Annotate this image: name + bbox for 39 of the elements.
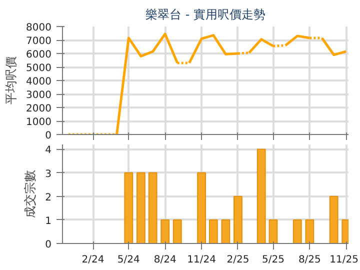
x-tick-label: 2/24 bbox=[82, 254, 104, 266]
x-tick-label: 8/25 bbox=[298, 254, 321, 266]
bar bbox=[148, 172, 158, 244]
y-axis-title: 成交宗數 bbox=[23, 170, 38, 218]
bar bbox=[172, 219, 182, 244]
bar bbox=[329, 196, 338, 244]
x-tick-label: 11/24 bbox=[187, 254, 216, 266]
bar bbox=[305, 219, 314, 244]
bar bbox=[292, 219, 302, 244]
chart-title: 樂翠台 - 實用呎價走勢 bbox=[146, 8, 266, 22]
y-tick-label: 1 bbox=[45, 216, 52, 227]
y-tick-label: 2 bbox=[45, 192, 52, 204]
y-tick-label: 6000 bbox=[26, 50, 52, 60]
y-axis-title: 平均呎價 bbox=[4, 56, 18, 104]
bar bbox=[160, 219, 170, 244]
y-tick-label: 1000 bbox=[26, 117, 52, 128]
y-tick-label: 5000 bbox=[26, 63, 52, 74]
bar bbox=[221, 219, 230, 244]
y-tick-label: 3000 bbox=[26, 90, 52, 101]
y-tick-label: 7000 bbox=[26, 36, 52, 47]
y-tick-label: 0 bbox=[45, 130, 52, 142]
y-tick-label: 8000 bbox=[26, 22, 52, 34]
x-tick-label: 11/25 bbox=[330, 254, 359, 266]
bar bbox=[256, 148, 266, 244]
y-tick-label: 0 bbox=[45, 240, 52, 250]
bar bbox=[124, 172, 134, 244]
bar bbox=[197, 172, 206, 244]
bar bbox=[268, 219, 278, 244]
bar bbox=[136, 172, 146, 244]
x-tick-label: 2/25 bbox=[226, 254, 250, 266]
x-tick-label: 8/24 bbox=[154, 254, 176, 266]
x-tick-label: 5/25 bbox=[262, 254, 284, 266]
bar bbox=[234, 196, 242, 244]
y-tick-label: 3 bbox=[45, 168, 52, 180]
x-tick-label: 5/24 bbox=[117, 254, 140, 266]
y-tick-label: 2000 bbox=[26, 104, 52, 114]
y-tick-label: 4 bbox=[45, 145, 52, 156]
bar bbox=[208, 219, 218, 244]
y-tick-label: 4000 bbox=[26, 76, 52, 88]
